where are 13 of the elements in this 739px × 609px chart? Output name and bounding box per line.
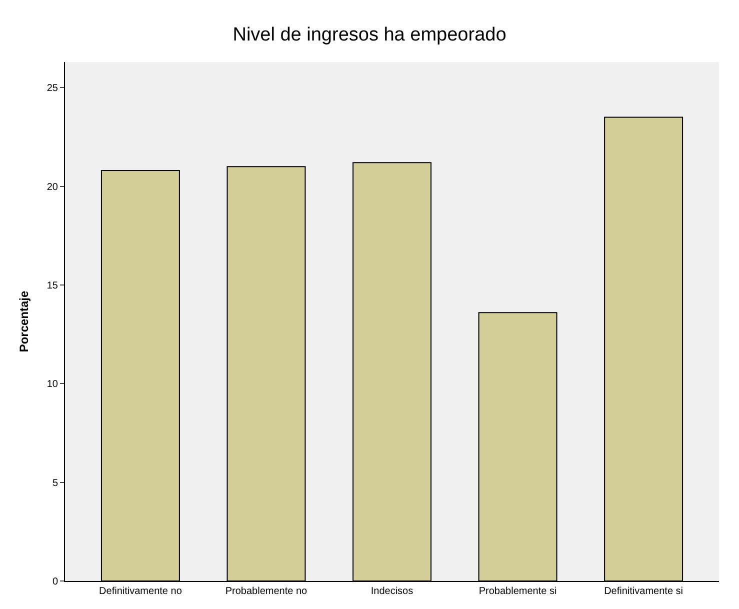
y-tick-label: 0 [52, 576, 58, 588]
x-tick-label: Probablemente no [225, 586, 308, 597]
y-tick-label: 25 [46, 83, 58, 94]
y-tick-label: 20 [46, 182, 58, 193]
y-tick-label: 15 [46, 280, 58, 292]
y-tick-label: 10 [46, 379, 58, 390]
x-tick-label: Indecisos [370, 586, 414, 597]
x-tick-label: Definitivamente si [604, 586, 683, 597]
chart-title: Nivel de ingresos ha empeorado [232, 24, 506, 46]
x-tick-label: Probablemente si [478, 586, 557, 597]
y-tick-label: 5 [52, 478, 58, 489]
x-tick-label: Definitivamente no [99, 586, 182, 597]
y-axis-title: Porcentaje [17, 290, 32, 352]
